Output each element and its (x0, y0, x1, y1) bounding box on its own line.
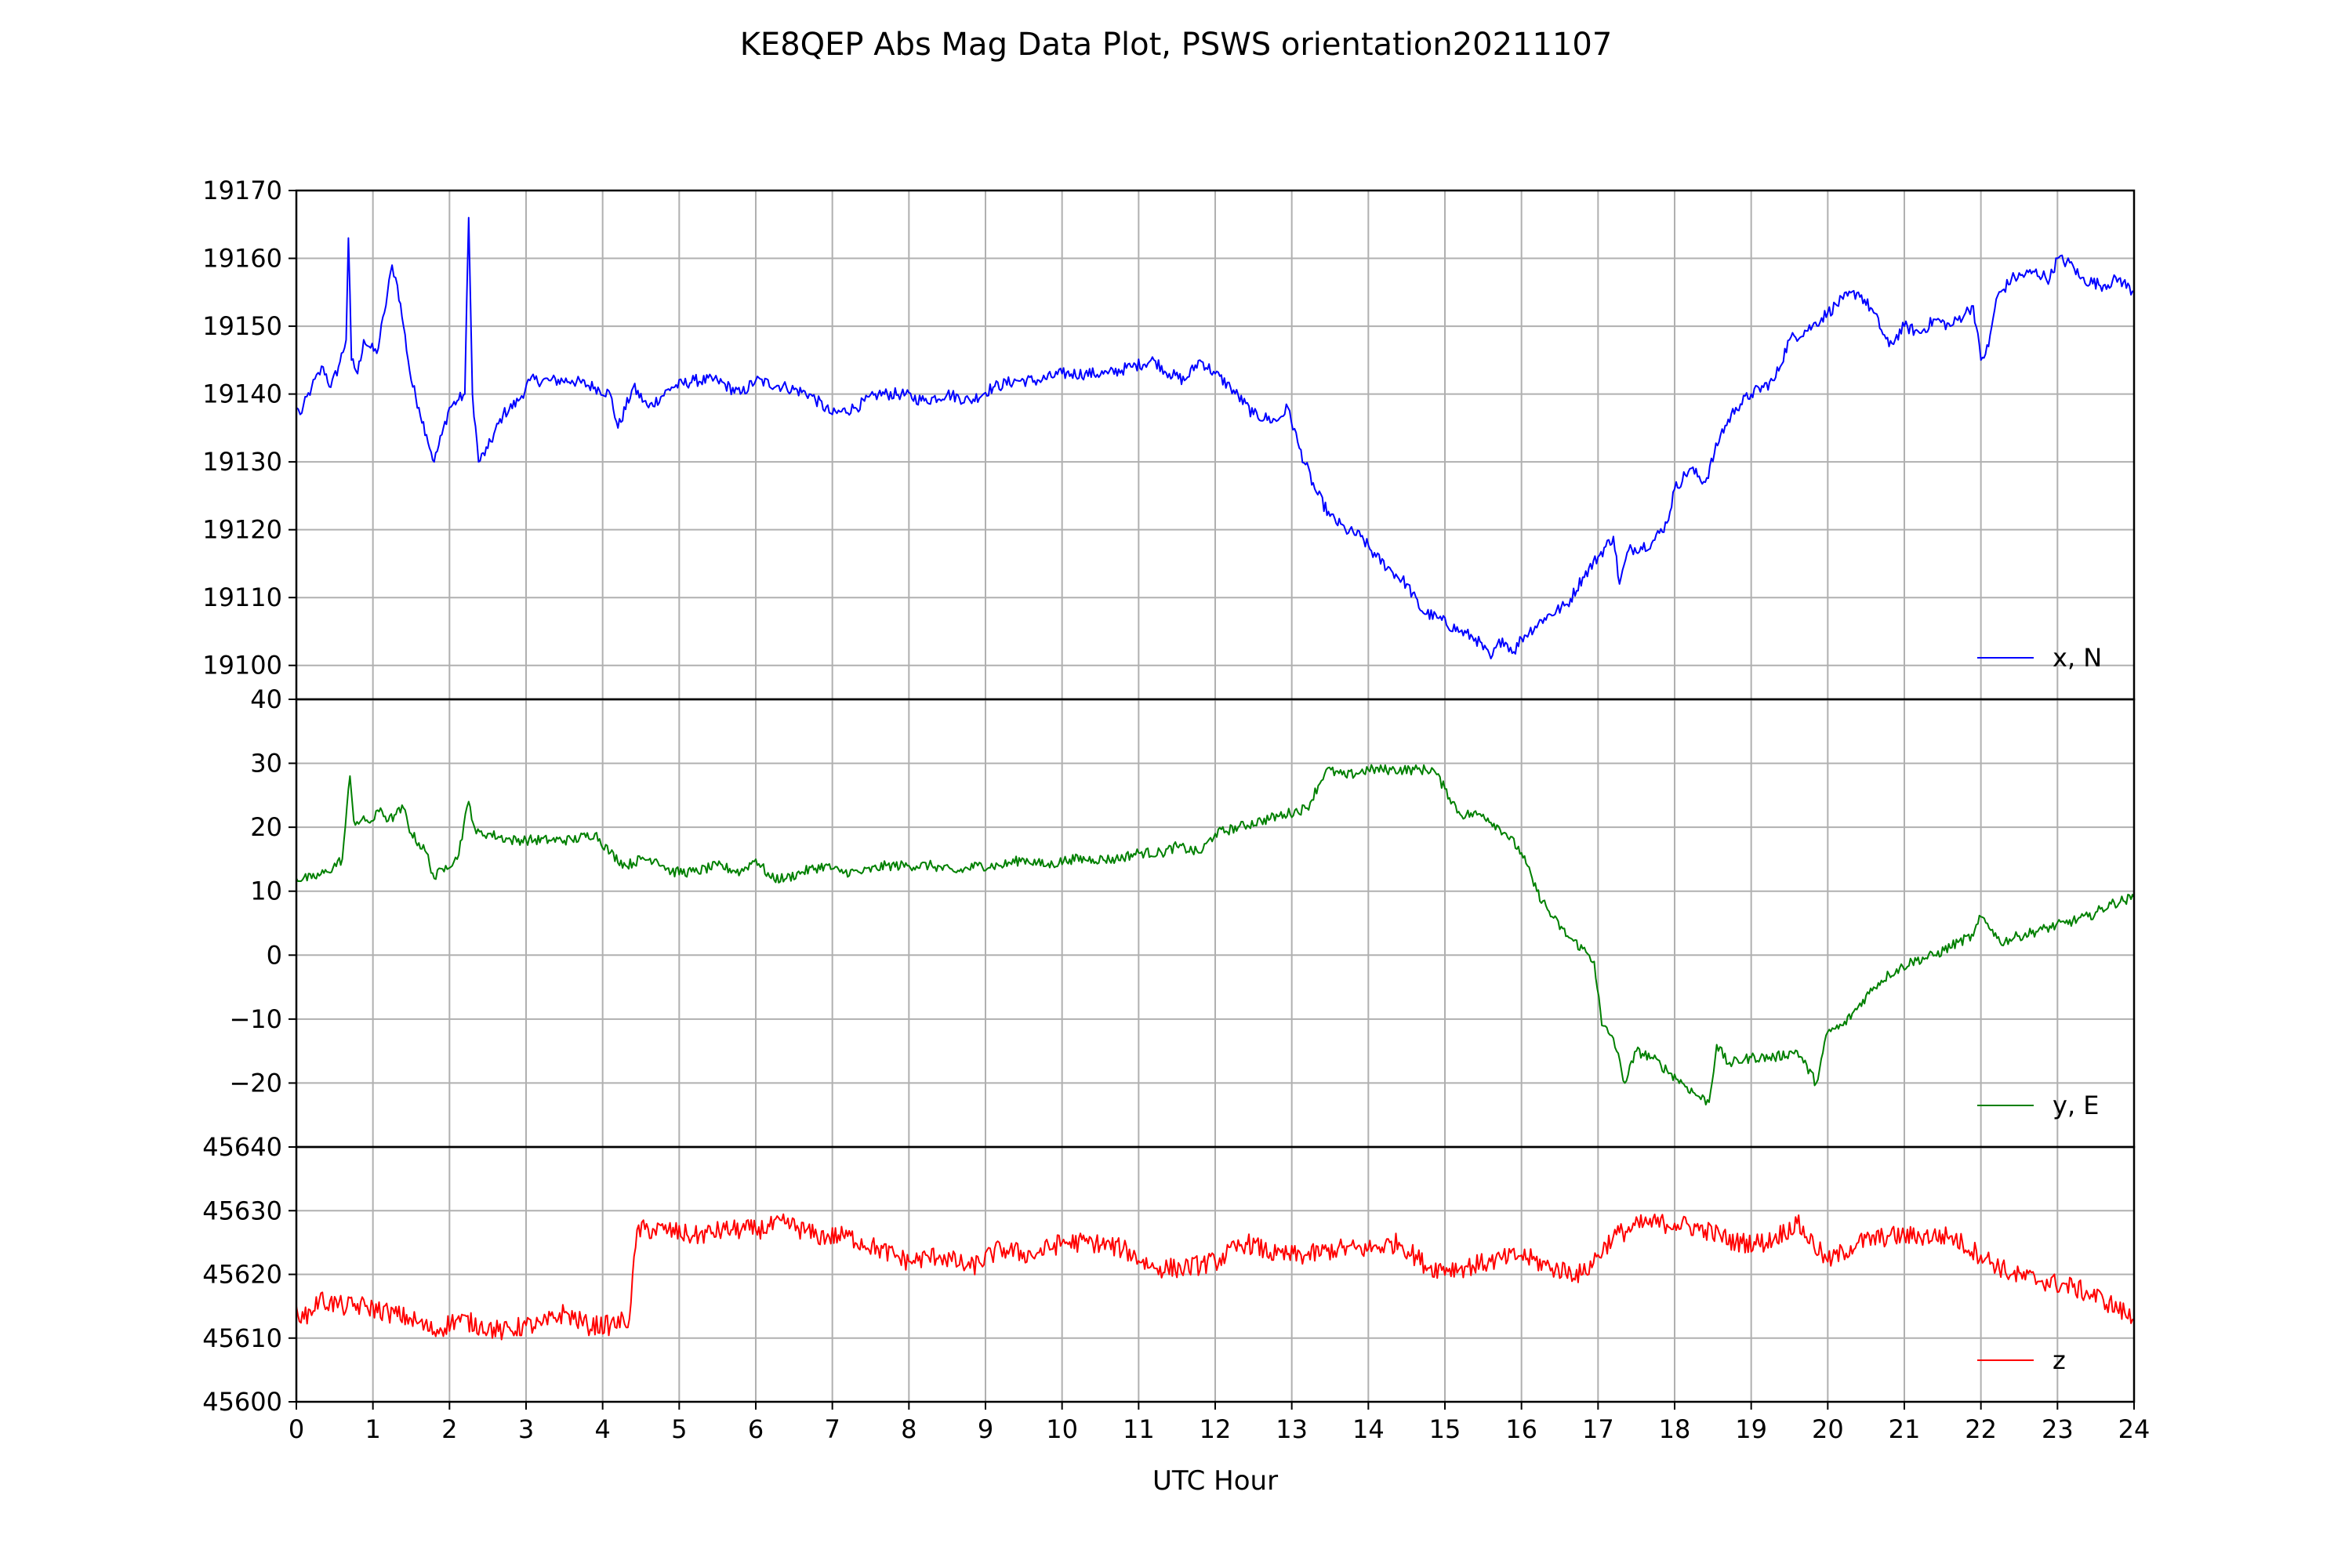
y-tick-label: 40 (250, 684, 282, 714)
x-tick-label: 17 (1582, 1414, 1614, 1444)
x-axis-label: UTC Hour (1152, 1465, 1278, 1497)
y-tick-label: 45600 (202, 1387, 282, 1417)
x-tick-label: 6 (748, 1414, 764, 1444)
x-tick-label: 20 (1812, 1414, 1844, 1444)
x-tick-label: 15 (1429, 1414, 1461, 1444)
y-tick-label: 0 (267, 940, 282, 970)
panel-2: 40 30 20 10 0 −10 −20 y, E (229, 684, 2136, 1149)
panel-1: 19170 19160 19150 19140 19130 19120 19110 19100… (202, 176, 2136, 701)
x-tick-label: 21 (1889, 1414, 1921, 1444)
x-tick-label: 3 (518, 1414, 534, 1444)
x-tick-label: 1 (365, 1414, 380, 1444)
x-tick-label: 7 (824, 1414, 840, 1444)
y-tick-label: 19120 (202, 515, 282, 545)
y-tick-label: 45640 (202, 1132, 282, 1162)
legend-label: x, N (2053, 643, 2102, 673)
y-tick-label: 10 (250, 877, 282, 906)
legend-label: y, E (2053, 1091, 2100, 1120)
series-line-2 (296, 764, 2135, 1105)
x-tick-label: 23 (2042, 1414, 2074, 1444)
x-tick-label: 12 (1200, 1414, 1232, 1444)
chart-title: KE8QEP Abs Mag Data Plot, PSWS orientati… (740, 27, 1613, 63)
x-tick-label: 14 (1352, 1414, 1385, 1444)
y-tick-label: 19150 (202, 311, 282, 341)
x-tick-label: 11 (1123, 1414, 1155, 1444)
y-tick-label: 30 (250, 749, 282, 779)
x-tick-label: 10 (1046, 1414, 1078, 1444)
series-line-3 (296, 1213, 2135, 1341)
x-tick-label: 4 (594, 1414, 610, 1444)
x-tick-label: 8 (901, 1414, 916, 1444)
y-tick-label: 45610 (202, 1323, 282, 1353)
x-tick-label: 16 (1505, 1414, 1537, 1444)
x-tick-label: 22 (1965, 1414, 1997, 1444)
y-tick-label: 19140 (202, 379, 282, 409)
series-line-1 (296, 216, 2135, 660)
x-tick-label: 19 (1735, 1414, 1767, 1444)
y-tick-label: 19170 (202, 176, 282, 205)
y-tick-label: 45630 (202, 1196, 282, 1225)
y-tick-label: 45620 (202, 1260, 282, 1290)
x-tick-label: 13 (1276, 1414, 1308, 1444)
panel-3: 45640 45630 45620 45610 45600 z (202, 1132, 2136, 1417)
x-tick-label: 5 (671, 1414, 687, 1444)
x-tick-label: 24 (2118, 1414, 2151, 1444)
legend-label: z (2053, 1345, 2066, 1375)
y-tick-label: 19160 (202, 244, 282, 274)
panels: 1917019160191501914019130191201911019100… (202, 176, 2150, 1444)
y-tick-label: 19130 (202, 447, 282, 477)
x-tick-label: 9 (978, 1414, 993, 1444)
y-tick-label: 19110 (202, 583, 282, 612)
x-tick-label: 18 (1659, 1414, 1691, 1444)
x-tick-label: 0 (289, 1414, 304, 1444)
y-tick-label: 19100 (202, 651, 282, 681)
y-tick-label: −10 (229, 1004, 282, 1034)
y-tick-label: −20 (229, 1068, 282, 1098)
y-tick-label: 20 (250, 812, 282, 842)
x-tick-label: 2 (441, 1414, 457, 1444)
